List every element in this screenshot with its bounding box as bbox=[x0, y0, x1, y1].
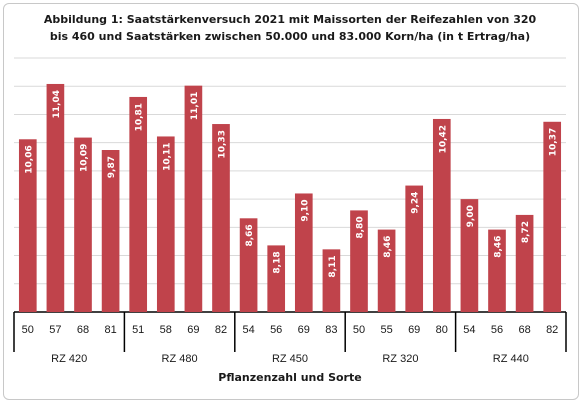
data-label: 10,11 bbox=[162, 142, 172, 170]
x-tick-label: 80 bbox=[436, 324, 448, 336]
x-tick-label: 56 bbox=[270, 324, 282, 336]
x-tick-label: 56 bbox=[491, 324, 503, 336]
data-label: 10,81 bbox=[135, 103, 145, 131]
bar bbox=[239, 218, 258, 312]
x-tick-label: 54 bbox=[242, 324, 254, 336]
bar bbox=[543, 121, 562, 312]
x-tick-label: 51 bbox=[132, 324, 144, 336]
bar bbox=[432, 118, 451, 313]
x-tick-label: 68 bbox=[518, 324, 530, 336]
x-tick-label: 83 bbox=[325, 324, 337, 336]
data-label: 8,80 bbox=[356, 216, 366, 238]
x-tick-label: 57 bbox=[49, 324, 61, 336]
bar bbox=[350, 210, 368, 312]
bar bbox=[18, 139, 37, 312]
bar bbox=[46, 83, 65, 312]
data-label: 11,04 bbox=[52, 90, 62, 118]
data-label: 10,37 bbox=[549, 128, 559, 156]
x-tick-label: 69 bbox=[187, 324, 199, 336]
data-label: 8,46 bbox=[383, 236, 393, 258]
bar bbox=[212, 124, 230, 312]
bar bbox=[488, 229, 506, 312]
x-tick-label: 58 bbox=[160, 324, 172, 336]
data-label: 9,10 bbox=[300, 199, 310, 221]
data-label: 9,00 bbox=[466, 205, 476, 227]
data-label: 8,11 bbox=[328, 255, 338, 277]
data-label: 9,87 bbox=[107, 156, 117, 178]
x-tick-label: 82 bbox=[215, 324, 227, 336]
bar bbox=[405, 185, 424, 312]
data-label: 10,06 bbox=[24, 145, 34, 173]
bar bbox=[377, 229, 396, 312]
bar bbox=[156, 136, 175, 312]
data-label: 11,01 bbox=[190, 92, 200, 120]
data-label: 10,42 bbox=[438, 125, 448, 153]
data-label: 8,46 bbox=[494, 236, 504, 258]
data-label: 10,09 bbox=[80, 144, 90, 172]
data-label: 8,72 bbox=[521, 221, 531, 243]
bar bbox=[184, 85, 203, 312]
bar bbox=[460, 199, 479, 312]
data-label: 8,66 bbox=[245, 224, 255, 246]
bar bbox=[322, 249, 341, 312]
group-label: RZ 480 bbox=[162, 353, 198, 365]
x-tick-label: 69 bbox=[408, 324, 420, 336]
x-tick-label: 82 bbox=[546, 324, 558, 336]
bar bbox=[74, 137, 92, 312]
x-tick-label: 50 bbox=[353, 324, 365, 336]
chart-title: Abbildung 1: Saatstärkenversuch 2021 mit… bbox=[43, 13, 537, 43]
x-tick-label: 55 bbox=[380, 324, 392, 336]
data-label: 8,18 bbox=[273, 251, 283, 273]
bar bbox=[129, 96, 148, 313]
bar bbox=[267, 245, 286, 312]
bar bbox=[515, 214, 534, 312]
group-label: RZ 320 bbox=[382, 353, 418, 365]
group-label: RZ 420 bbox=[51, 353, 87, 365]
x-tick-label: 81 bbox=[104, 324, 116, 336]
group-label: RZ 450 bbox=[272, 353, 308, 365]
data-label: 10,33 bbox=[218, 130, 228, 158]
x-tick-label: 69 bbox=[298, 324, 310, 336]
group-label: RZ 440 bbox=[493, 353, 529, 365]
data-label: 9,24 bbox=[411, 192, 421, 214]
x-tick-label: 54 bbox=[463, 324, 475, 336]
x-axis-title: Pflanzenzahl und Sorte bbox=[218, 371, 361, 384]
bar bbox=[294, 193, 313, 312]
x-tick-label: 68 bbox=[77, 324, 89, 336]
x-tick-label: 50 bbox=[22, 324, 34, 336]
bar bbox=[101, 150, 120, 312]
plot-area bbox=[14, 58, 566, 312]
